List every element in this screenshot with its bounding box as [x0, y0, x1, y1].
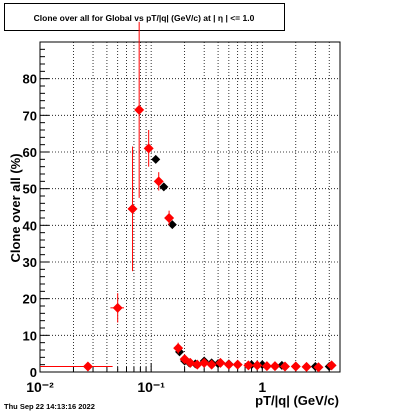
grid: [40, 42, 340, 372]
black-diamond-point: [167, 220, 177, 230]
y-tick-label: 50: [23, 182, 37, 197]
red-diamond-point: [173, 343, 184, 354]
y-tick-label: 10: [23, 328, 37, 343]
black-diamond-point: [151, 154, 161, 164]
red-diamond-point: [215, 357, 226, 368]
y-axis-label: Clone over all (%): [8, 153, 23, 262]
red-diamond-point: [252, 360, 263, 371]
red-diamond-point: [192, 359, 203, 370]
x-axis-label: pT/|q| (GeV/c): [255, 393, 339, 408]
y-tick-label: 70: [23, 108, 37, 123]
y-tick-label: 40: [23, 218, 37, 233]
y-tick-label: 80: [23, 72, 37, 87]
timestamp: Thu Sep 22 14:13:16 2022: [4, 402, 95, 411]
plot-frame: [39, 41, 341, 373]
red-diamond-point: [112, 302, 123, 313]
red-diamond-point: [326, 360, 337, 371]
red-diamond-point: [269, 361, 280, 372]
red-diamond-point: [290, 361, 301, 372]
red-diamond-point: [261, 361, 272, 372]
y-tick-label: 0: [30, 365, 37, 380]
red-diamond-point: [164, 213, 175, 223]
y-tick-label: 20: [23, 292, 37, 307]
red-diamond-point: [206, 359, 217, 370]
red-diamond-point: [134, 104, 145, 115]
data-layer: [40, 21, 337, 373]
title-box: [4, 3, 285, 31]
x-tick-label: 1: [258, 379, 266, 395]
red-diamond-point: [153, 176, 164, 187]
red-diamond-point: [223, 359, 234, 370]
x-tick-label: 10⁻²: [26, 379, 54, 395]
red-diamond-point: [199, 357, 210, 368]
red-diamond-point: [301, 361, 312, 372]
chart-title: Clone over all for Global vs pT/|q| (GeV…: [34, 13, 255, 23]
red-diamond-point: [143, 143, 154, 154]
red-diamond-point: [185, 357, 196, 368]
black-diamond-point: [159, 182, 169, 192]
y-tick-label: 30: [23, 255, 37, 270]
red-diamond-point: [279, 361, 290, 372]
red-diamond-point: [232, 359, 243, 370]
x-tick-label: 10⁻¹: [137, 379, 165, 395]
red-diamond-point: [82, 361, 93, 372]
red-diamond-point: [243, 360, 254, 371]
red-diamond-point: [127, 203, 138, 214]
red-diamond-point: [313, 362, 324, 373]
y-tick-label: 60: [23, 145, 37, 160]
